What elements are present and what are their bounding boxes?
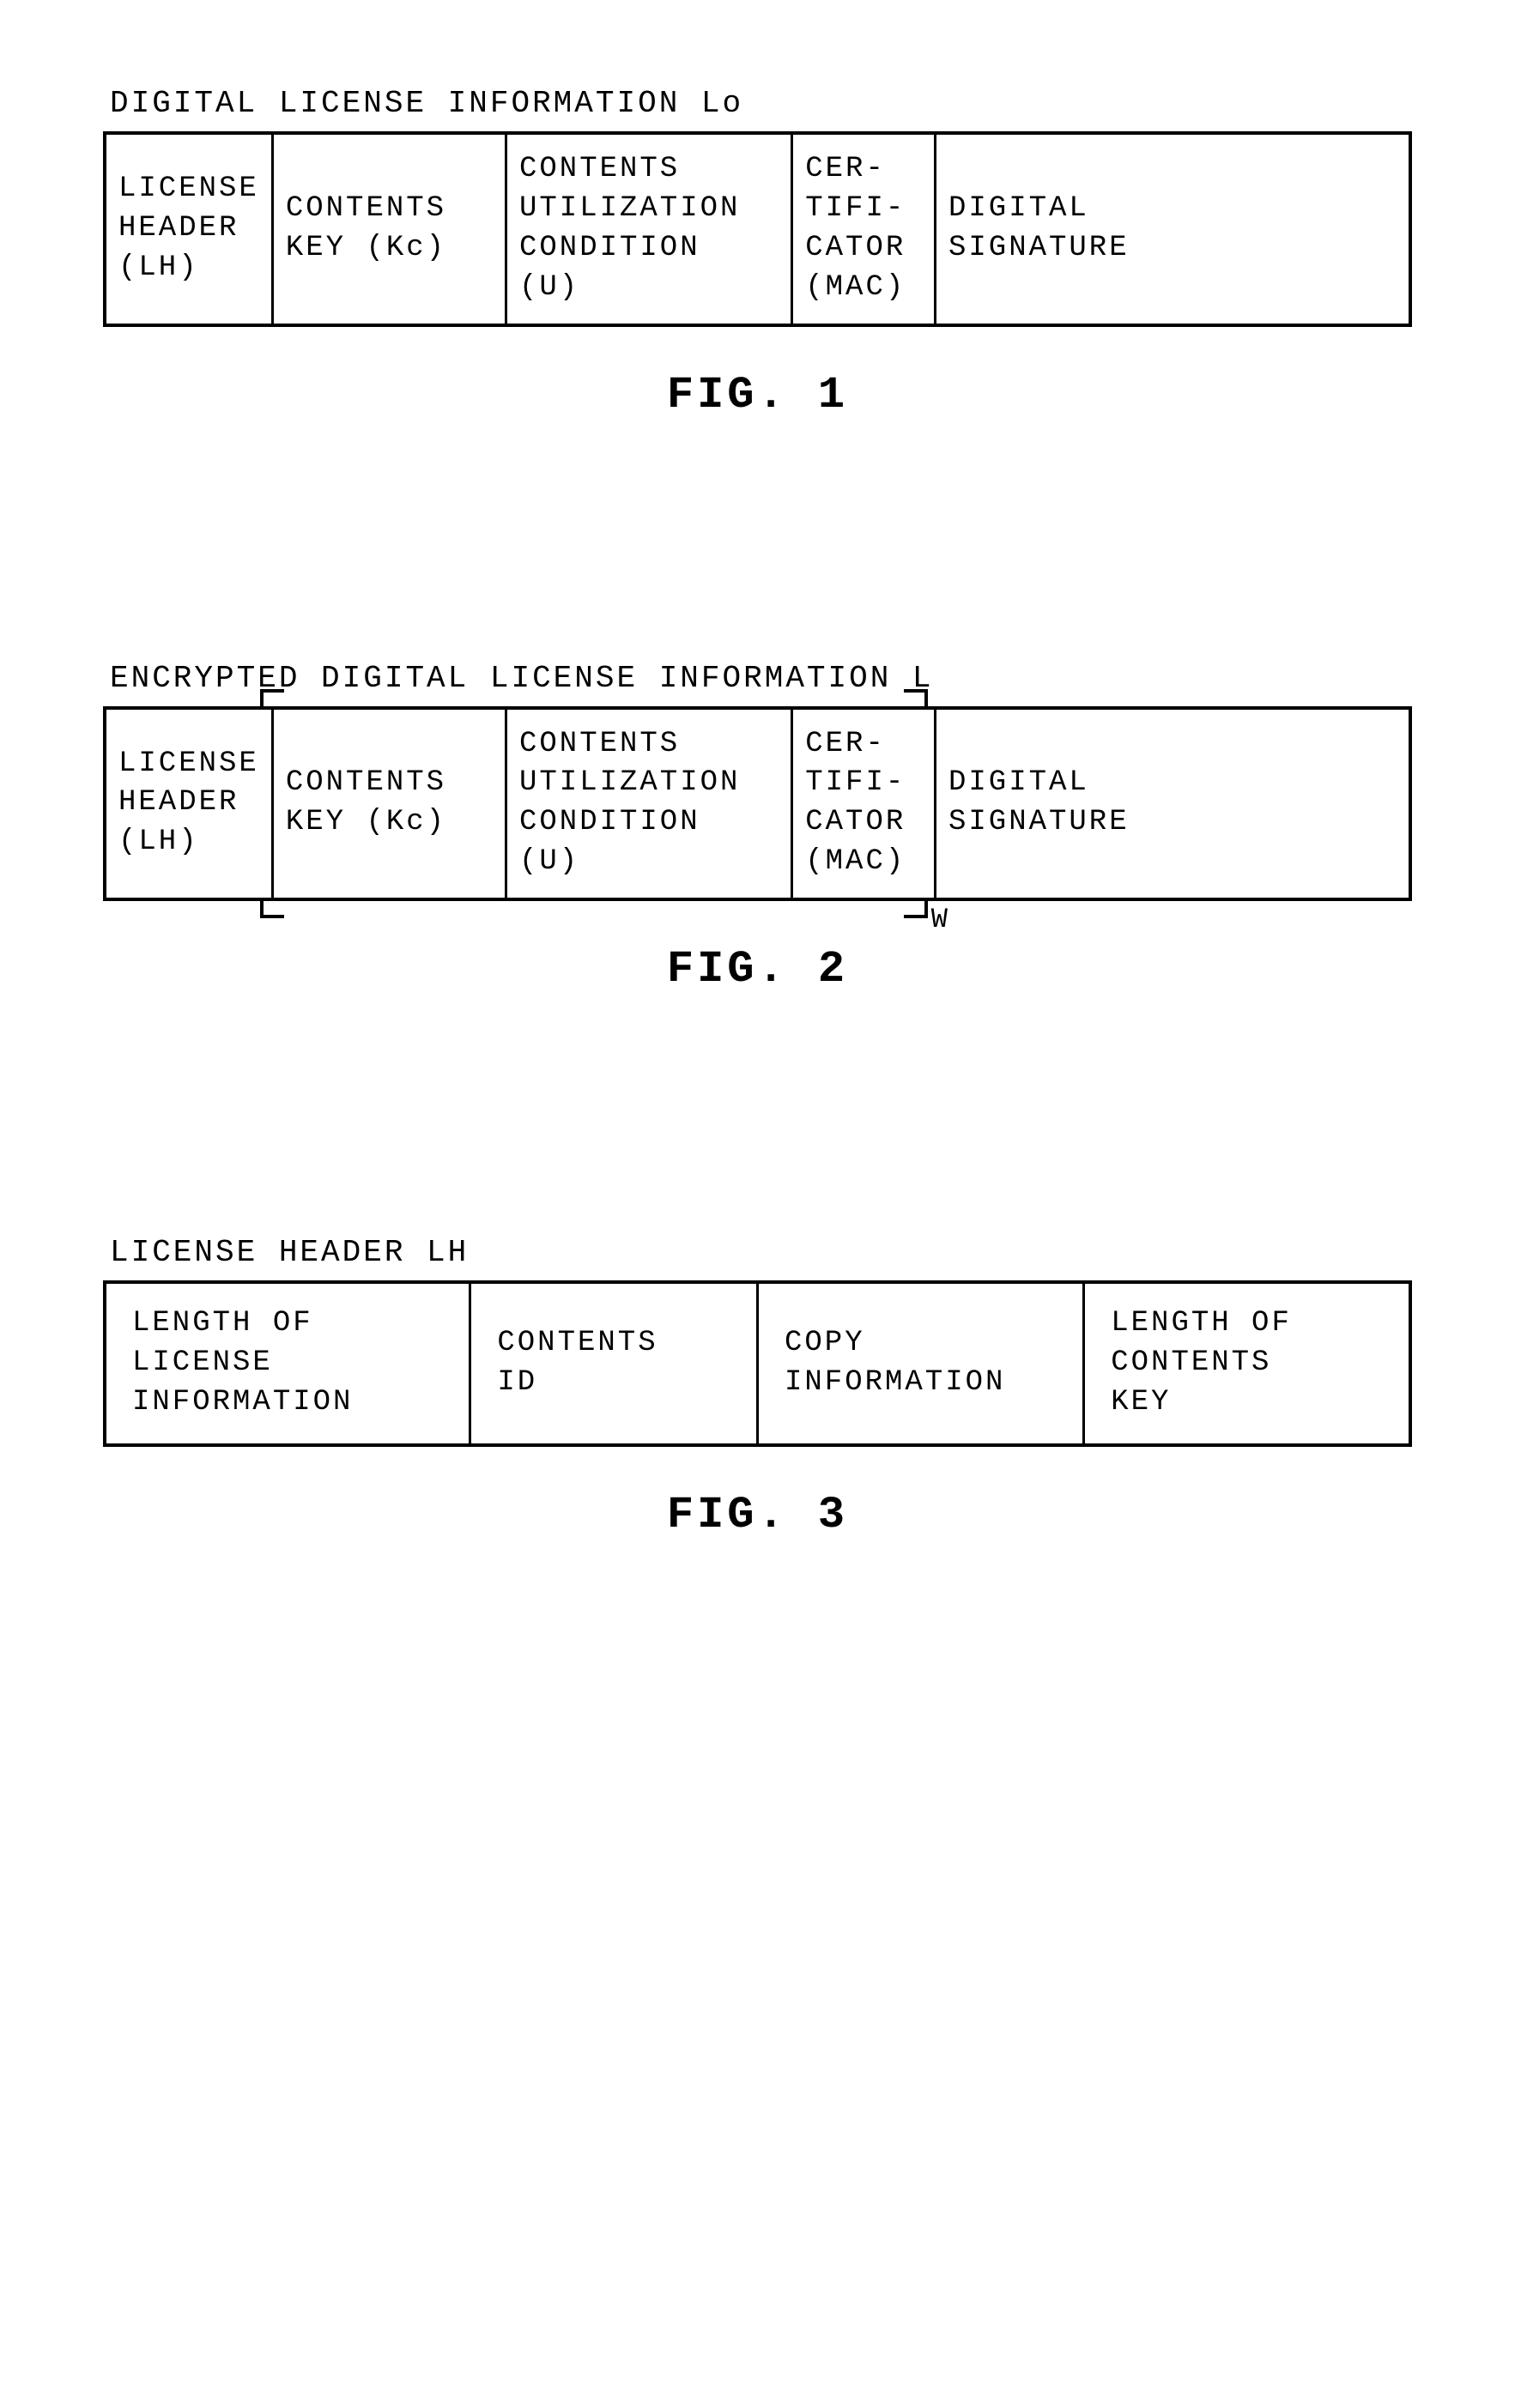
bracket-top-right xyxy=(904,689,928,706)
fig3-cell-contents-id: CONTENTSID xyxy=(470,1282,758,1445)
fig3-cell-copy-info: COPYINFORMATION xyxy=(757,1282,1083,1445)
bracket-bottom-left xyxy=(260,901,284,918)
bracket-bottom-right xyxy=(904,901,928,918)
fig3-title: LICENSE HEADER LH xyxy=(103,1235,1412,1270)
fig2-table-wrapper: LICENSEHEADER(LH) CONTENTSKEY (Kc) CONTE… xyxy=(103,706,1412,902)
fig2-cell-mac: CER-TIFI-CATOR(MAC) xyxy=(792,708,936,900)
figure-2: ENCRYPTED DIGITAL LICENSE INFORMATION L … xyxy=(103,661,1412,995)
fig1-caption: FIG. 1 xyxy=(103,370,1412,420)
fig1-table: LICENSEHEADER(LH) CONTENTSKEY (Kc) CONTE… xyxy=(103,131,1412,327)
fig3-cell-length-license: LENGTH OFLICENSEINFORMATION xyxy=(105,1282,470,1445)
fig3-table-wrapper: LENGTH OFLICENSEINFORMATION CONTENTSID C… xyxy=(103,1280,1412,1447)
fig1-cell-lh: LICENSEHEADER(LH) xyxy=(105,133,272,325)
fig1-cell-u: CONTENTSUTILIZATIONCONDITION(U) xyxy=(506,133,791,325)
fig1-cell-kc: CONTENTSKEY (Kc) xyxy=(272,133,506,325)
fig2-cell-kc: CONTENTSKEY (Kc) xyxy=(272,708,506,900)
bracket-top-left xyxy=(260,689,284,706)
fig2-title: ENCRYPTED DIGITAL LICENSE INFORMATION L xyxy=(103,661,1412,696)
fig3-table: LENGTH OFLICENSEINFORMATION CONTENTSID C… xyxy=(103,1280,1412,1447)
figure-3: LICENSE HEADER LH LENGTH OFLICENSEINFORM… xyxy=(103,1235,1412,1540)
table-row: LENGTH OFLICENSEINFORMATION CONTENTSID C… xyxy=(105,1282,1410,1445)
table-row: LICENSEHEADER(LH) CONTENTSKEY (Kc) CONTE… xyxy=(105,133,1410,325)
fig3-cell-length-key: LENGTH OFCONTENTSKEY xyxy=(1084,1282,1410,1445)
fig2-cell-lh: LICENSEHEADER(LH) xyxy=(105,708,272,900)
fig1-cell-mac: CER-TIFI-CATOR(MAC) xyxy=(792,133,936,325)
fig3-caption: FIG. 3 xyxy=(103,1490,1412,1540)
fig1-table-wrapper: LICENSEHEADER(LH) CONTENTSKEY (Kc) CONTE… xyxy=(103,131,1412,327)
figure-1: DIGITAL LICENSE INFORMATION Lo LICENSEHE… xyxy=(103,86,1412,420)
fig1-cell-ds: DIGITALSIGNATURE xyxy=(935,133,1410,325)
fig1-title: DIGITAL LICENSE INFORMATION Lo xyxy=(103,86,1412,121)
fig2-cell-ds: DIGITALSIGNATURE xyxy=(935,708,1410,900)
fig2-cell-u: CONTENTSUTILIZATIONCONDITION(U) xyxy=(506,708,791,900)
bracket-label-w: W xyxy=(931,904,950,935)
fig2-table: LICENSEHEADER(LH) CONTENTSKEY (Kc) CONTE… xyxy=(103,706,1412,902)
table-row: LICENSEHEADER(LH) CONTENTSKEY (Kc) CONTE… xyxy=(105,708,1410,900)
fig2-caption: FIG. 2 xyxy=(103,944,1412,995)
